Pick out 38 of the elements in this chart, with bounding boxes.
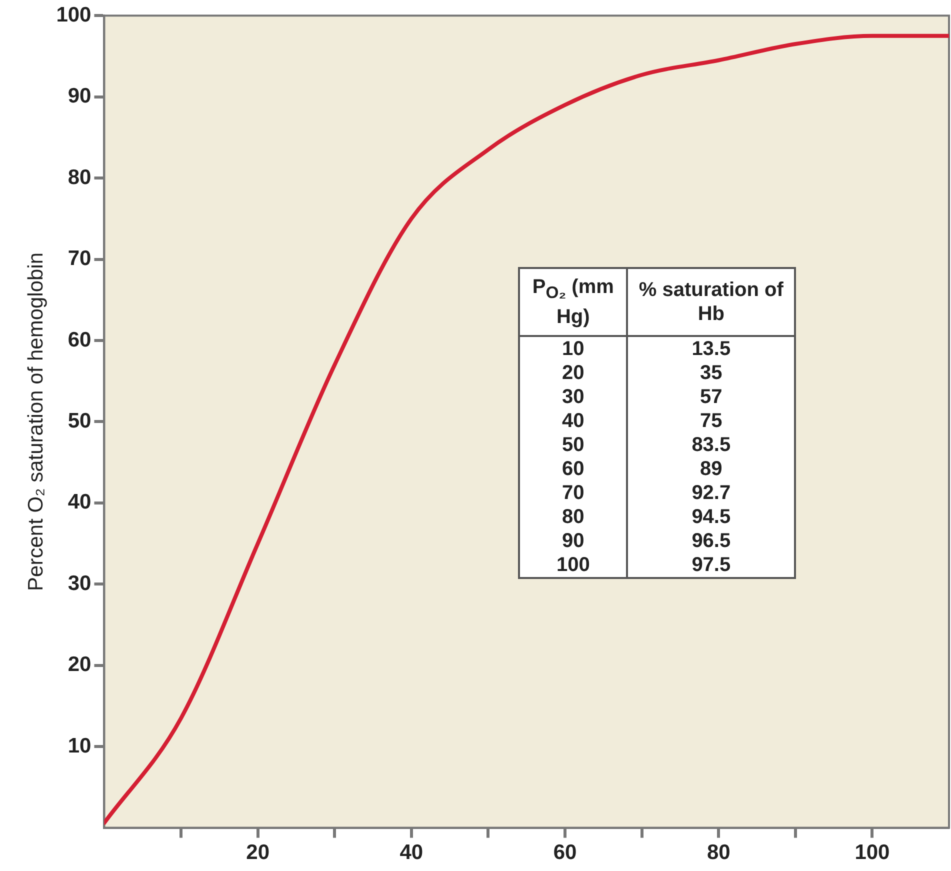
x-tick-label: 20 [246, 841, 270, 864]
annotation: P$_{O₂}$ (mm Hg) [519, 268, 628, 336]
y-tick-label: 70 [68, 247, 92, 270]
annotation: 10 [519, 336, 628, 362]
annotation: 75 [699, 409, 724, 434]
y-tick-label: 50 [68, 409, 92, 432]
y-tick-label: 40 [68, 490, 92, 514]
y-tick-label: 100 [56, 3, 92, 26]
annotation: 35 [699, 361, 724, 386]
annotation: 92.7 [690, 481, 732, 506]
annotation: 96.5 [690, 529, 732, 554]
annotation: 50 [519, 433, 628, 458]
annotation: 97.5 [690, 553, 732, 578]
annotation: 100 [519, 553, 628, 578]
y-tick-label: 60 [68, 328, 92, 352]
y-tick-label: 90 [68, 84, 92, 108]
annotation: 90 [519, 529, 628, 554]
annotation: 30 [519, 385, 628, 410]
annotation: 13.5 [690, 337, 732, 362]
y-axis-title: Percent O₂ saturation of hemoglobin [24, 252, 48, 591]
annotation: 70 [519, 481, 628, 506]
annotation: 83.5 [690, 433, 732, 458]
annotation: 40 [519, 409, 628, 434]
annotation: 94.5 [690, 505, 732, 530]
y-tick-label: 30 [68, 572, 92, 595]
x-tick-label: 40 [400, 841, 424, 864]
annotation: 80 [519, 505, 628, 530]
x-tick-label: 80 [706, 841, 730, 864]
annotation: 89 [699, 457, 724, 482]
x-tick-label: 60 [553, 841, 577, 864]
x-tick-label: 100 [854, 841, 890, 864]
annotation: % saturation of Hb [627, 268, 796, 336]
y-tick-label: 10 [68, 734, 92, 758]
y-tick-label: 80 [68, 166, 92, 189]
annotation: 20 [519, 361, 628, 386]
annotation: 60 [519, 457, 628, 482]
y-tick-label: 20 [68, 653, 92, 676]
annotation: 57 [699, 385, 724, 410]
